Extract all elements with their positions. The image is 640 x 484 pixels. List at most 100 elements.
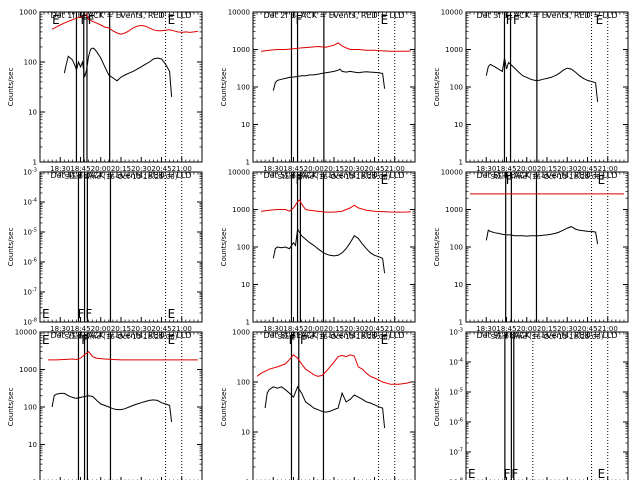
flag-label-f: F <box>85 307 92 321</box>
flag-label-f: F <box>511 467 518 480</box>
panel-3: Det 3f BLACK = Events, RED = LLD11010010… <box>433 9 629 181</box>
y-tick-label: 1 <box>246 319 250 327</box>
lld-series-line <box>51 13 198 35</box>
x-tick-label: 18:45 <box>283 165 303 173</box>
panel-4: Det 4f BLACK = Events, RED = LLD10-810-7… <box>7 168 203 341</box>
y-tick-label: 100 <box>237 379 250 387</box>
y-tick-label: 10-7 <box>23 288 37 297</box>
x-tick-label: 20:00 <box>517 165 537 173</box>
y-axis-title: Counts/sec <box>433 228 441 267</box>
flag-label-e: E <box>42 307 50 321</box>
x-tick-label: 20:45 <box>364 165 384 173</box>
flag-label-e: E <box>381 333 389 347</box>
y-tick-label: 10 <box>28 441 37 449</box>
flag-label-e: E <box>381 173 389 187</box>
y-axis-title: Counts/sec <box>433 388 441 427</box>
y-tick-label: 1 <box>33 159 37 167</box>
x-tick-label: 20:30 <box>344 325 364 333</box>
x-tick-label: 18:45 <box>496 325 516 333</box>
x-tick-label: 20:15 <box>537 325 557 333</box>
x-tick-label: 20:45 <box>151 165 171 173</box>
y-tick-label: 10-6 <box>449 418 463 427</box>
flag-label-e: E <box>596 13 604 27</box>
y-axis-title: Counts/sec <box>7 388 15 427</box>
x-tick-label: 20:30 <box>557 325 577 333</box>
y-axis-title: Counts/sec <box>7 228 15 267</box>
events-series-line <box>51 392 173 422</box>
events-series-line <box>272 227 386 274</box>
y-tick-label: 10-3 <box>449 328 463 337</box>
x-tick-label: 21:00 <box>385 325 405 333</box>
lld-series-line <box>261 199 411 213</box>
y-tick-label: 1 <box>459 319 463 327</box>
x-tick-label: 18:30 <box>50 325 70 333</box>
x-tick-label: 20:30 <box>557 165 577 173</box>
y-tick-label: 1 <box>246 159 250 167</box>
lld-series-line <box>256 354 412 385</box>
y-tick-label: 1000 <box>232 46 250 54</box>
y-tick-label: 10 <box>241 281 250 289</box>
y-axis-title: Counts/sec <box>220 388 228 427</box>
y-tick-label: 1000 <box>232 206 250 214</box>
y-tick-label: 10 <box>454 121 463 129</box>
flag-label-e: E <box>52 13 60 27</box>
events-series-line <box>485 226 599 245</box>
x-tick-label: 20:15 <box>537 165 557 173</box>
y-tick-label: 10-6 <box>23 258 37 267</box>
y-axis-title: Counts/sec <box>220 68 228 107</box>
x-tick-label: 20:15 <box>111 165 131 173</box>
events-series-line <box>63 47 173 97</box>
plot-frame <box>252 331 416 483</box>
y-tick-label: 10 <box>28 109 37 117</box>
events-series-line <box>272 68 386 91</box>
panel-8: Det 8f BLACK = Events, RED = LLD11010010… <box>220 329 416 484</box>
flag-label-e: E <box>168 333 176 347</box>
y-axis-title: Counts/sec <box>433 68 441 107</box>
y-tick-label: 10000 <box>15 329 37 337</box>
flag-label-e: E <box>598 173 606 187</box>
flag-label-f: F <box>513 13 520 27</box>
x-tick-label: 21:00 <box>598 165 618 173</box>
y-tick-label: 1000 <box>445 46 463 54</box>
plot-frame <box>39 171 203 323</box>
panel-6: Det 6f BLACK = Events, RED = LLD11010010… <box>433 169 629 341</box>
flag-label-e: E <box>168 307 176 321</box>
flag-label-f: F <box>296 13 303 27</box>
y-tick-label: 1000 <box>19 9 37 17</box>
x-tick-label: 20:00 <box>304 165 324 173</box>
flag-label-e: E <box>468 467 476 480</box>
flag-label-f: F <box>506 173 513 187</box>
plot-frame <box>465 171 629 323</box>
flag-label-f: F <box>289 333 296 347</box>
flag-label-f: F <box>81 13 88 27</box>
plot-frame <box>252 11 416 163</box>
x-tick-label: 21:00 <box>598 325 618 333</box>
x-tick-label: 18:30 <box>263 325 283 333</box>
x-tick-label: 20:45 <box>577 165 597 173</box>
y-tick-label: 10000 <box>441 169 463 177</box>
y-tick-label: 100 <box>237 84 250 92</box>
x-tick-label: 18:30 <box>50 165 70 173</box>
x-tick-label: 21:00 <box>172 165 192 173</box>
y-tick-label: 10-5 <box>23 228 37 237</box>
lld-series-line <box>48 350 198 361</box>
flag-label-e: E <box>42 333 50 347</box>
x-tick-label: 20:15 <box>111 325 131 333</box>
events-series-line <box>485 57 599 102</box>
x-tick-label: 18:30 <box>476 165 496 173</box>
y-tick-label: 10-7 <box>449 448 463 457</box>
flag-label-f: F <box>81 333 88 347</box>
x-tick-label: 20:15 <box>324 325 344 333</box>
lld-series-line <box>261 42 411 52</box>
x-tick-label: 18:45 <box>70 325 90 333</box>
y-tick-label: 100 <box>237 244 250 252</box>
y-tick-label: 10-3 <box>23 168 37 177</box>
y-tick-label: 10 <box>241 429 250 437</box>
x-tick-label: 18:45 <box>283 325 303 333</box>
